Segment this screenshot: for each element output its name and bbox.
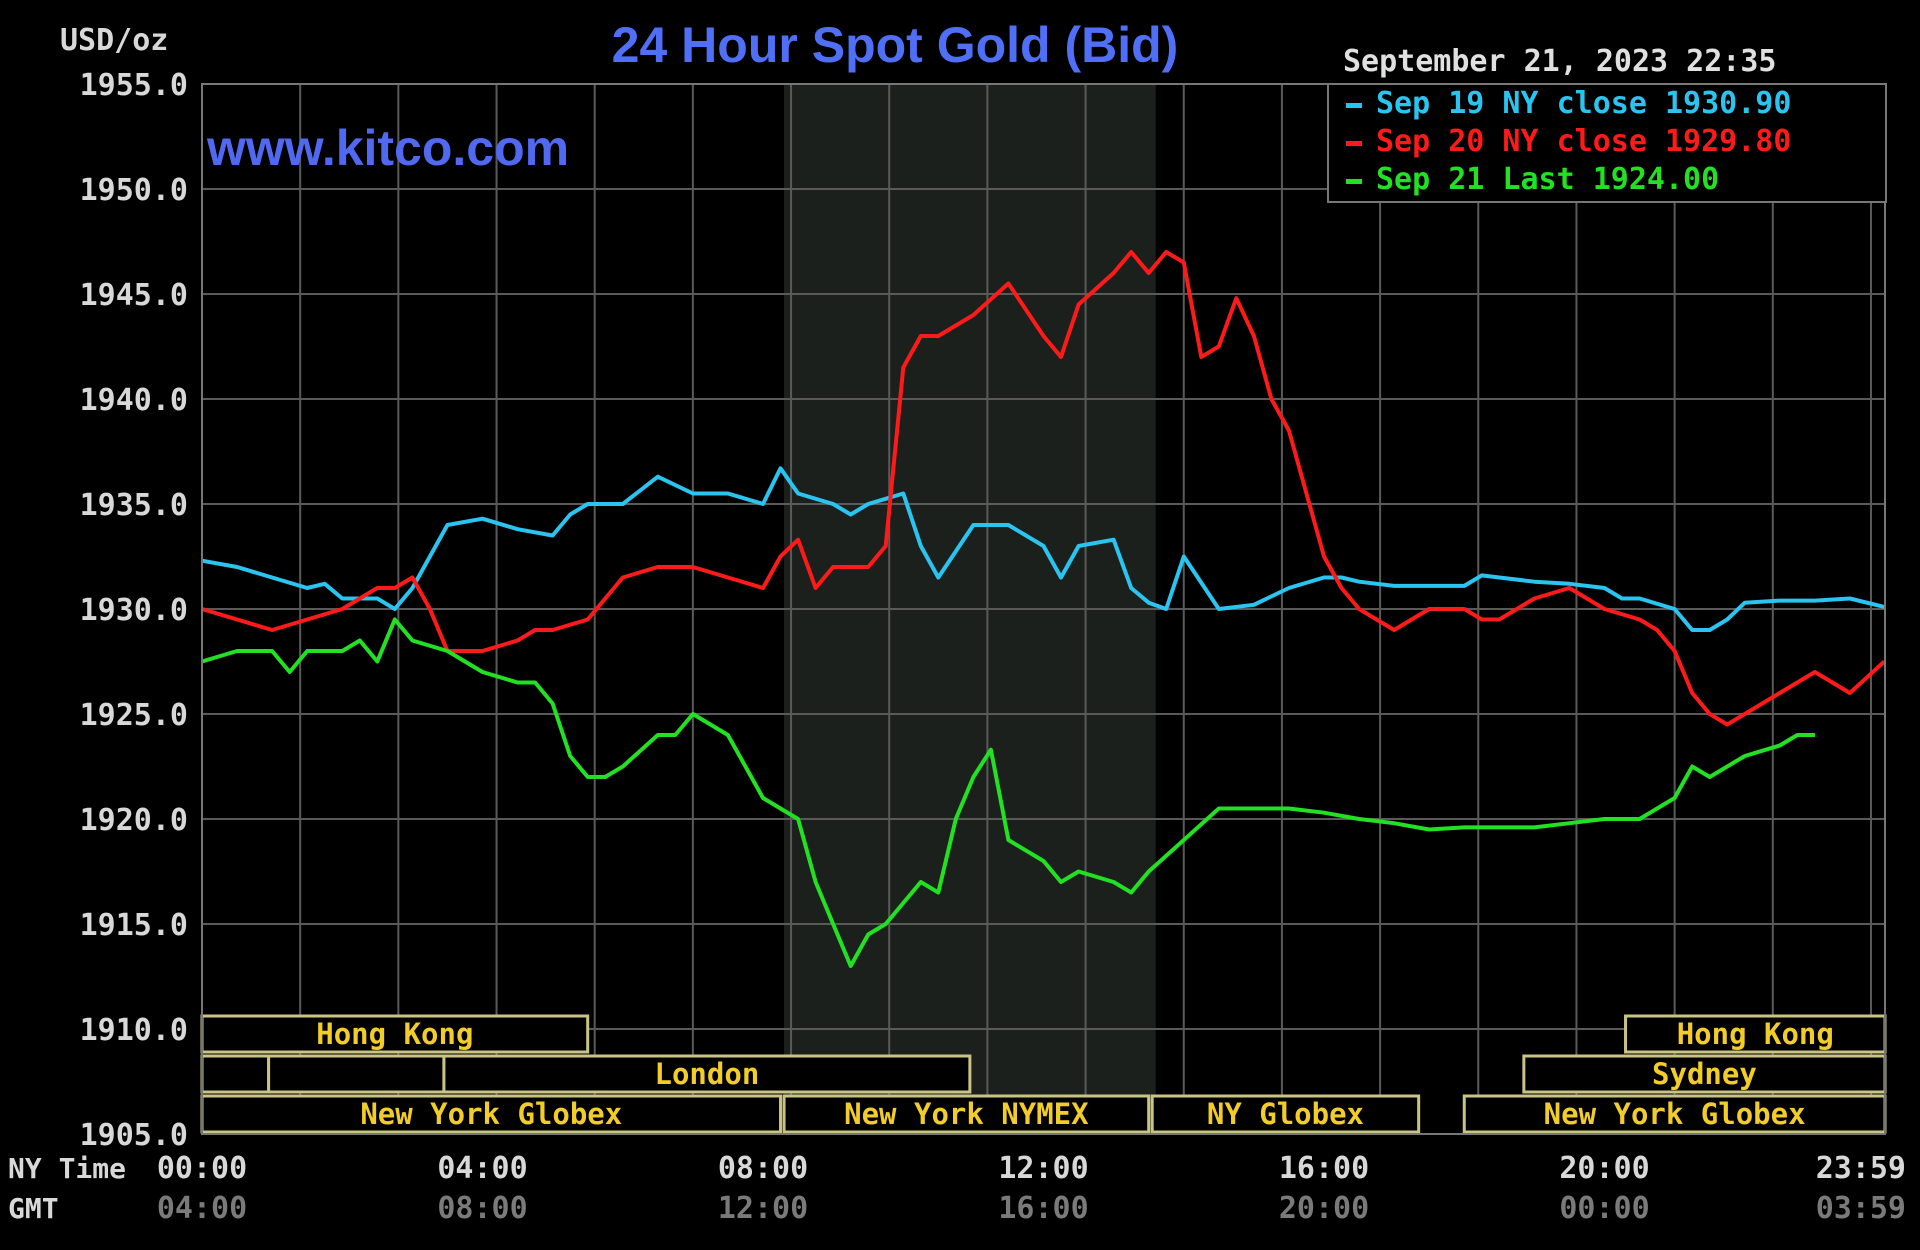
session-bar bbox=[200, 1054, 271, 1094]
price-lines bbox=[201, 250, 1886, 968]
timestamp: September 21, 2023 22:35 bbox=[1343, 44, 1776, 79]
legend-entry: Sep 21 Last 1924.00 bbox=[1376, 162, 1719, 197]
x-axis-row-label: GMT bbox=[8, 1192, 59, 1225]
session-bar bbox=[782, 1094, 1151, 1134]
legend-entry: Sep 19 NY close 1930.90 bbox=[1376, 86, 1791, 121]
y-tick-label: 1955.0 bbox=[80, 68, 188, 103]
y-tick-label: 1940.0 bbox=[80, 383, 188, 418]
legend-box bbox=[1327, 83, 1887, 203]
x-axis-row-label: NY Time bbox=[8, 1152, 126, 1185]
y-tick-label: 1950.0 bbox=[80, 173, 188, 208]
legend-entry: Sep 20 NY close 1929.80 bbox=[1376, 124, 1791, 159]
y-tick-label: 1905.0 bbox=[80, 1118, 188, 1153]
x-tick-label: 04:00 bbox=[157, 1191, 247, 1226]
session-label: Sydney bbox=[1652, 1057, 1757, 1091]
y-tick-label: 1945.0 bbox=[80, 278, 188, 313]
y-tick-label: 1935.0 bbox=[80, 488, 188, 523]
legend-swatch bbox=[1346, 179, 1362, 184]
x-tick-label: 08:00 bbox=[718, 1151, 808, 1186]
session-bar bbox=[267, 1054, 446, 1094]
market-sessions: Hong Kong Hong Kong London Sydney New York G… bbox=[200, 1014, 1887, 1134]
y-tick-label: 1920.0 bbox=[80, 803, 188, 838]
plot-frame bbox=[201, 83, 1886, 1135]
session-label: NY Globex bbox=[1207, 1097, 1364, 1131]
session-label: London bbox=[655, 1057, 760, 1091]
x-tick-label: 08:00 bbox=[437, 1191, 527, 1226]
session-bar bbox=[200, 1014, 590, 1054]
x-tick-label: 20:00 bbox=[1279, 1191, 1369, 1226]
x-tick-label: 16:00 bbox=[1279, 1151, 1369, 1186]
legend-swatch bbox=[1346, 141, 1362, 146]
x-tick-label: 16:00 bbox=[998, 1191, 1088, 1226]
session-label: New York NYMEX bbox=[844, 1097, 1089, 1131]
series-line bbox=[201, 250, 1886, 727]
session-label: New York Globex bbox=[360, 1097, 622, 1131]
y-tick-label: 1925.0 bbox=[80, 698, 188, 733]
x-tick-label: 00:00 bbox=[157, 1151, 247, 1186]
session-bar bbox=[1522, 1054, 1887, 1094]
x-tick-label: 03:59 bbox=[1816, 1191, 1906, 1226]
series-line bbox=[201, 617, 1815, 968]
session-bar bbox=[1150, 1094, 1421, 1134]
x-tick-label: 23:59 bbox=[1816, 1151, 1906, 1186]
y-axis-label: USD/oz bbox=[60, 23, 168, 58]
series-line bbox=[201, 466, 1885, 632]
y-tick-label: 1915.0 bbox=[80, 908, 188, 943]
session-bar bbox=[442, 1054, 972, 1094]
x-tick-label: 12:00 bbox=[718, 1191, 808, 1226]
x-tick-label: 12:00 bbox=[998, 1151, 1088, 1186]
session-label: Hong Kong bbox=[316, 1017, 473, 1051]
y-axis-ticks: 1955.0 1950.0 1945.0 1940.0 1935.0 1930.0 1925… bbox=[80, 68, 188, 1153]
x-tick-label: 04:00 bbox=[437, 1151, 527, 1186]
session-label: New York Globex bbox=[1544, 1097, 1806, 1131]
y-tick-label: 1930.0 bbox=[80, 593, 188, 628]
session-label: Hong Kong bbox=[1677, 1017, 1834, 1051]
watermark: www.kitco.com bbox=[206, 120, 569, 176]
session-bar bbox=[200, 1094, 783, 1134]
x-axis: NY Time 00:00 04:00 08:00 12:00 16:00 20:00 23:… bbox=[8, 1151, 1906, 1226]
session-bar bbox=[1462, 1094, 1887, 1134]
y-tick-label: 1910.0 bbox=[80, 1013, 188, 1048]
x-tick-label: 00:00 bbox=[1559, 1191, 1649, 1226]
legend-swatch bbox=[1346, 103, 1362, 108]
chart-title: 24 Hour Spot Gold (Bid) bbox=[612, 17, 1179, 73]
x-tick-label: 20:00 bbox=[1559, 1151, 1649, 1186]
